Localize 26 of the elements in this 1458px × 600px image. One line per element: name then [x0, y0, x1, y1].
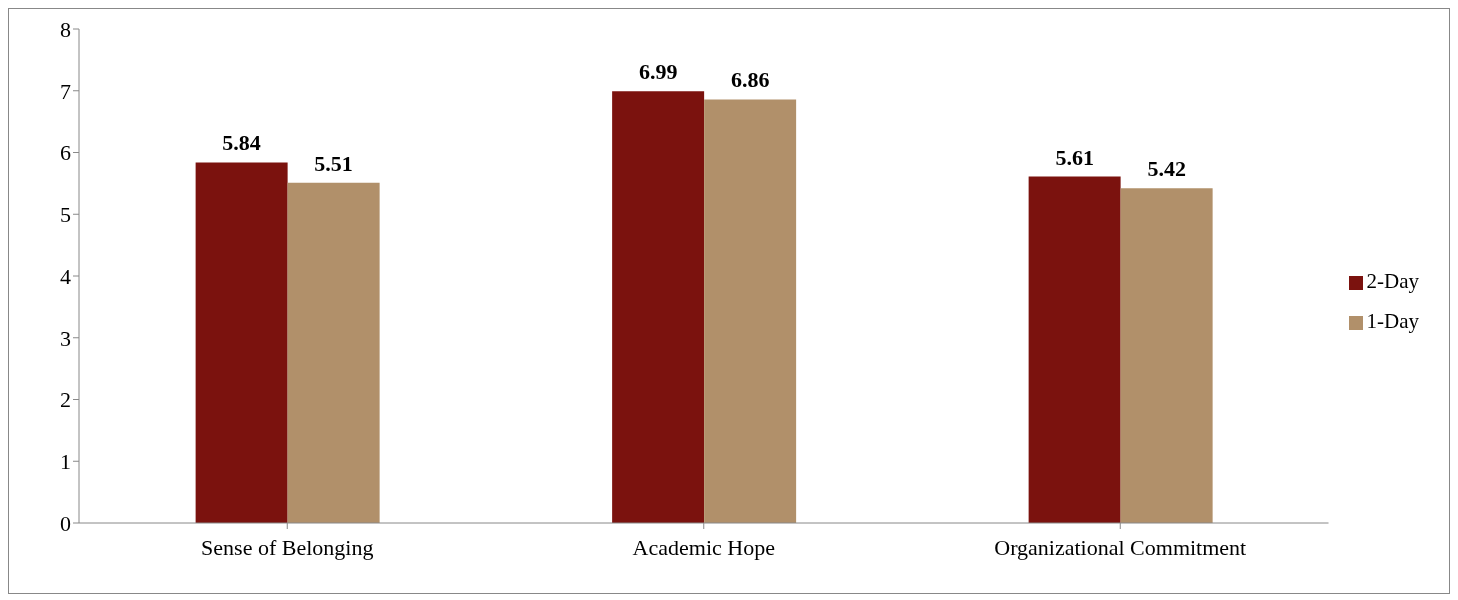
data-label: 5.51 — [314, 150, 353, 176]
y-tick-label: 3 — [60, 325, 71, 351]
bar — [612, 91, 705, 523]
data-label: 5.42 — [1147, 156, 1186, 182]
data-label: 5.84 — [222, 130, 261, 156]
y-tick-label: 5 — [60, 202, 71, 228]
data-label: 5.61 — [1055, 144, 1094, 170]
bar — [1120, 188, 1213, 523]
y-tick-label: 4 — [60, 263, 71, 289]
y-tick-label: 1 — [60, 449, 71, 475]
bar — [704, 99, 797, 523]
data-label: 6.86 — [730, 67, 770, 93]
x-tick-label: Organizational Commitment — [994, 534, 1247, 560]
x-tick-label: Sense of Belonging — [201, 534, 374, 560]
y-tick-label: 8 — [60, 16, 71, 42]
legend-label: 2-Day — [1366, 269, 1419, 293]
bar — [195, 162, 288, 523]
x-tick-label: Academic Hope — [632, 534, 775, 560]
y-tick-label: 0 — [60, 510, 71, 536]
y-tick-label: 7 — [60, 78, 71, 104]
bar — [287, 182, 380, 523]
y-tick-label: 6 — [60, 140, 71, 166]
data-label: 6.99 — [638, 59, 678, 85]
bar — [1028, 176, 1121, 523]
y-tick-label: 2 — [60, 387, 71, 413]
legend-label: 1-Day — [1366, 309, 1419, 333]
